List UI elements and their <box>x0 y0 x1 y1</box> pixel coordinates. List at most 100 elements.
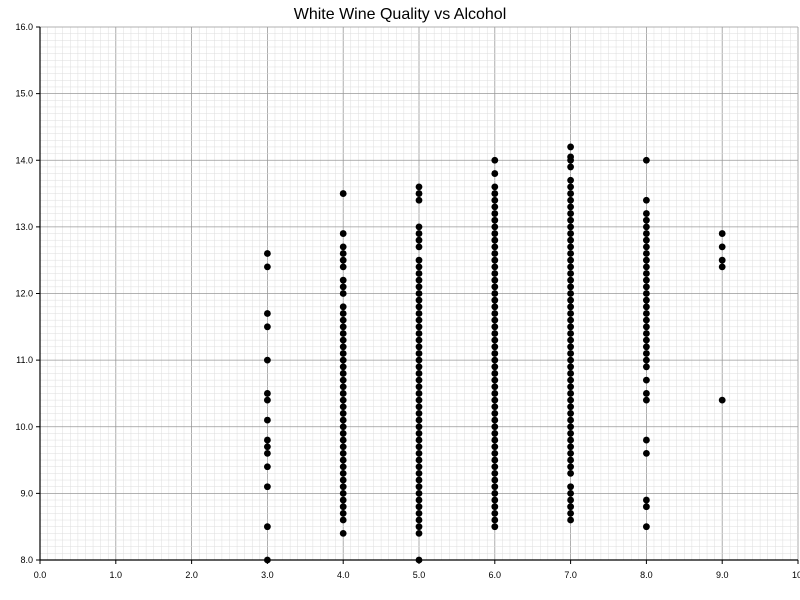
data-point <box>339 463 347 471</box>
data-point <box>643 156 650 164</box>
data-point <box>264 483 271 491</box>
data-point <box>339 483 347 491</box>
data-point <box>264 323 271 331</box>
data-point <box>415 489 423 497</box>
data-point <box>718 396 726 404</box>
data-point <box>491 403 499 411</box>
data-point <box>415 450 423 457</box>
y-tick-label: 9.0 <box>20 488 33 498</box>
data-point <box>339 476 347 484</box>
data-point <box>491 416 499 424</box>
data-point <box>415 529 423 537</box>
data-point <box>491 496 499 504</box>
data-point <box>567 390 574 397</box>
data-point <box>567 356 574 364</box>
data-point <box>643 276 650 284</box>
data-point <box>643 263 650 271</box>
data-point <box>415 476 423 484</box>
data-point <box>415 376 423 384</box>
data-point <box>567 370 574 377</box>
data-point <box>567 236 574 244</box>
data-point <box>491 210 499 217</box>
x-tick-label: 5.0 <box>413 570 426 580</box>
data-point <box>643 390 650 397</box>
data-point <box>264 450 271 457</box>
data-point <box>643 396 650 404</box>
data-point <box>643 290 650 297</box>
data-point <box>567 283 574 291</box>
data-point <box>415 423 423 431</box>
data-point <box>567 276 574 284</box>
data-point <box>339 489 347 497</box>
data-point <box>491 283 499 291</box>
y-tick-label: 16.0 <box>15 22 33 32</box>
x-tick-label: 7.0 <box>564 570 577 580</box>
data-point <box>415 469 423 477</box>
data-point <box>491 216 499 224</box>
data-point <box>415 190 423 197</box>
data-point <box>339 383 347 391</box>
data-point <box>264 463 271 471</box>
x-tick-label: 2.0 <box>185 570 198 580</box>
data-point <box>567 296 574 304</box>
data-point <box>491 183 499 191</box>
data-point <box>567 196 574 204</box>
data-point <box>491 316 499 324</box>
data-point <box>415 303 423 311</box>
data-point <box>415 296 423 304</box>
data-point <box>491 350 499 357</box>
data-point <box>339 323 347 331</box>
data-point <box>491 370 499 377</box>
y-tick-label: 11.0 <box>16 355 33 365</box>
data-point <box>491 156 499 164</box>
data-point <box>491 436 499 444</box>
data-point <box>415 196 423 204</box>
data-point <box>491 390 499 397</box>
data-point <box>491 376 499 384</box>
data-point <box>567 456 574 464</box>
data-point <box>415 443 423 451</box>
data-point <box>567 230 574 237</box>
data-point <box>567 203 574 211</box>
data-point <box>491 323 499 331</box>
data-point <box>643 523 650 531</box>
data-point <box>415 516 423 524</box>
data-point <box>491 303 499 311</box>
data-point <box>643 223 650 231</box>
data-point <box>415 236 423 244</box>
data-point <box>567 383 574 391</box>
data-point <box>491 336 499 344</box>
x-tick-label: 3.0 <box>261 570 274 580</box>
data-point <box>491 516 499 524</box>
data-point <box>264 556 271 564</box>
data-point <box>567 310 574 317</box>
data-point <box>643 296 650 304</box>
data-point <box>643 363 650 371</box>
data-point <box>567 463 574 471</box>
data-point <box>339 243 347 251</box>
data-point <box>567 316 574 324</box>
data-point <box>718 256 726 264</box>
data-point <box>491 256 499 264</box>
x-tick-label: 0.0 <box>34 570 47 580</box>
data-point <box>491 190 499 197</box>
data-point <box>567 469 574 477</box>
data-point <box>567 153 574 161</box>
data-point <box>491 456 499 464</box>
data-point <box>567 270 574 277</box>
data-point <box>491 410 499 417</box>
data-point <box>264 396 271 404</box>
data-point <box>264 250 271 257</box>
data-point <box>567 503 574 511</box>
data-point <box>415 336 423 344</box>
y-tick-label: 12.0 <box>15 289 33 299</box>
data-point <box>491 503 499 511</box>
data-point <box>264 523 271 531</box>
data-point <box>567 223 574 231</box>
data-point <box>415 256 423 264</box>
data-point <box>567 216 574 224</box>
data-point <box>491 463 499 471</box>
data-point <box>339 403 347 411</box>
x-tick-label: 9.0 <box>716 570 729 580</box>
